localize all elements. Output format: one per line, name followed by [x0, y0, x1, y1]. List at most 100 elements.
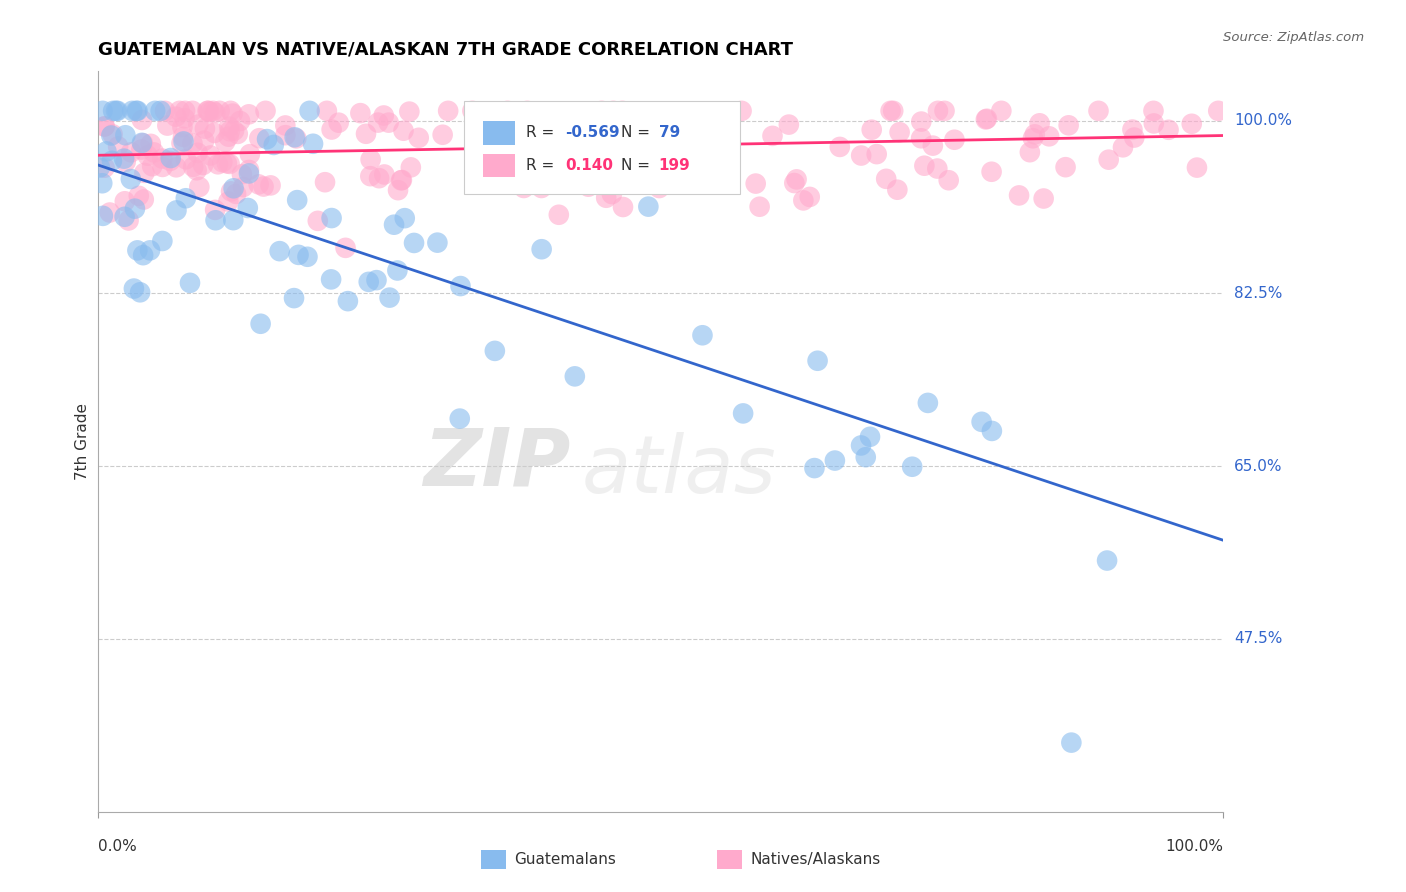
Point: [498, 174, 520, 188]
Point: [654, 142, 676, 156]
Point: [218, 157, 240, 171]
Point: [231, 167, 253, 181]
Point: [169, 103, 191, 118]
Point: [98, 205, 121, 219]
Point: [626, 119, 648, 133]
Point: [666, 145, 689, 160]
Point: [107, 139, 129, 153]
Point: [217, 194, 239, 209]
Point: [889, 125, 911, 139]
Point: [527, 177, 550, 191]
Point: [544, 167, 567, 181]
Point: [1095, 553, 1118, 567]
Point: [132, 193, 155, 207]
Point: [204, 202, 226, 217]
Point: [93, 120, 115, 134]
Point: [321, 122, 343, 136]
Point: [204, 213, 226, 227]
Point: [165, 110, 187, 124]
Point: [927, 161, 949, 176]
Point: [131, 112, 153, 127]
Point: [219, 185, 242, 199]
FancyBboxPatch shape: [717, 850, 742, 869]
Point: [316, 103, 339, 118]
Point: [236, 201, 259, 215]
Point: [165, 161, 187, 175]
Point: [222, 181, 245, 195]
Point: [377, 115, 399, 129]
Point: [399, 161, 422, 175]
Point: [335, 241, 357, 255]
Point: [976, 112, 998, 126]
Point: [360, 153, 382, 167]
Point: [778, 118, 800, 132]
Point: [1038, 129, 1060, 144]
Point: [910, 114, 932, 128]
Point: [328, 116, 350, 130]
Point: [214, 135, 236, 149]
Point: [513, 181, 536, 195]
Text: 100.0%: 100.0%: [1166, 838, 1223, 854]
Point: [367, 115, 389, 129]
Point: [633, 136, 655, 151]
Point: [824, 453, 846, 467]
Text: R =: R =: [526, 125, 560, 140]
Point: [96, 145, 118, 159]
Point: [139, 136, 162, 151]
Point: [927, 103, 949, 118]
Point: [402, 235, 425, 250]
Point: [150, 152, 173, 166]
Point: [786, 172, 808, 186]
Point: [120, 145, 142, 160]
Point: [496, 103, 519, 118]
Point: [792, 194, 814, 208]
Point: [114, 128, 136, 143]
Point: [117, 213, 139, 227]
Point: [101, 103, 124, 118]
Point: [970, 415, 993, 429]
Point: [302, 136, 325, 151]
Point: [637, 162, 659, 177]
Text: Guatemalans: Guatemalans: [515, 853, 616, 867]
Point: [128, 189, 150, 203]
Point: [464, 141, 486, 155]
Point: [239, 147, 262, 161]
Point: [1123, 130, 1146, 145]
Point: [676, 113, 699, 128]
Point: [648, 181, 671, 195]
Text: -0.569: -0.569: [565, 125, 620, 140]
Point: [486, 131, 509, 145]
Point: [287, 248, 309, 262]
Point: [197, 103, 219, 118]
Point: [910, 131, 932, 145]
Point: [91, 176, 114, 190]
Point: [198, 104, 221, 119]
Point: [449, 411, 471, 425]
Point: [612, 200, 634, 214]
Point: [1054, 160, 1077, 174]
Point: [1087, 103, 1109, 118]
FancyBboxPatch shape: [484, 121, 515, 145]
Point: [576, 179, 599, 194]
Point: [132, 248, 155, 262]
Point: [408, 130, 430, 145]
Point: [153, 103, 176, 118]
Point: [202, 103, 225, 118]
Point: [540, 144, 562, 158]
Point: [131, 136, 153, 150]
Point: [321, 211, 343, 225]
Point: [389, 173, 412, 187]
Point: [600, 131, 623, 145]
Text: 199: 199: [658, 158, 690, 173]
Point: [368, 171, 391, 186]
Point: [174, 153, 197, 167]
Point: [530, 181, 553, 195]
Point: [564, 369, 586, 384]
Point: [1032, 192, 1054, 206]
Point: [387, 183, 409, 197]
Point: [1028, 116, 1050, 130]
Point: [579, 149, 602, 163]
Point: [943, 133, 966, 147]
Point: [828, 140, 851, 154]
Point: [114, 210, 136, 224]
